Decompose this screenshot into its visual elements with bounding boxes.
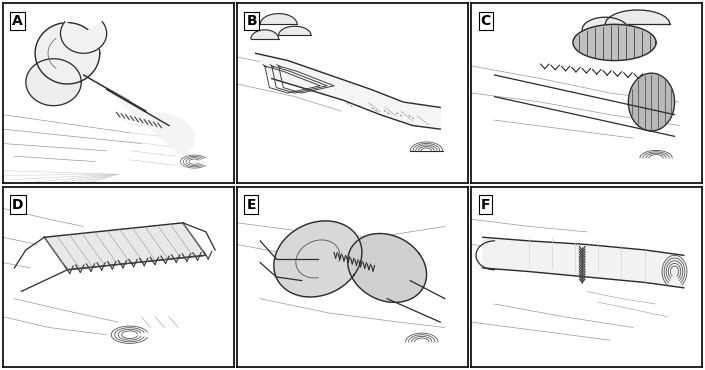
Polygon shape xyxy=(44,223,206,270)
Polygon shape xyxy=(348,233,427,302)
Polygon shape xyxy=(255,53,440,129)
Polygon shape xyxy=(628,73,675,131)
Polygon shape xyxy=(582,17,628,30)
Polygon shape xyxy=(251,30,278,39)
Text: E: E xyxy=(246,198,256,212)
Polygon shape xyxy=(606,10,670,24)
Text: C: C xyxy=(481,14,491,28)
Text: D: D xyxy=(12,198,23,212)
Polygon shape xyxy=(274,221,362,297)
Polygon shape xyxy=(35,23,99,84)
Polygon shape xyxy=(26,59,81,106)
Polygon shape xyxy=(61,22,106,53)
Text: F: F xyxy=(481,198,490,212)
Text: A: A xyxy=(12,14,23,28)
Polygon shape xyxy=(483,237,684,288)
Polygon shape xyxy=(278,26,311,35)
Polygon shape xyxy=(573,24,656,61)
Polygon shape xyxy=(106,90,195,156)
Polygon shape xyxy=(260,14,297,24)
Text: B: B xyxy=(246,14,257,28)
